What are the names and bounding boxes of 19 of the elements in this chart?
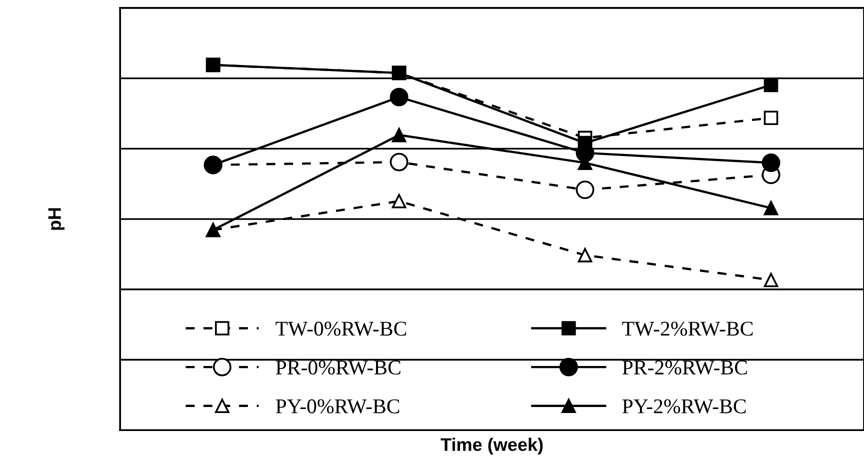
legend-label: PY-0%RW-BC: [276, 399, 400, 414]
legend-label: TW-0%RW-BC: [276, 322, 406, 336]
x-axis-title: Time (week): [440, 438, 543, 455]
point: [764, 78, 778, 92]
point: [764, 272, 778, 288]
legend-label: PR-2%RW-BC: [622, 360, 747, 375]
point: [764, 200, 778, 216]
point: [578, 248, 592, 262]
point: [762, 154, 780, 172]
point: [390, 152, 408, 172]
y-axis-title: pH: [48, 208, 65, 230]
point: [390, 88, 408, 106]
point: [392, 194, 406, 208]
point: [576, 180, 594, 200]
legend-label: PY-2%RW-BC: [622, 399, 746, 414]
legend-label: TW-2%RW-BC: [622, 322, 753, 336]
point: [392, 128, 406, 142]
point: [764, 110, 778, 126]
legend-label: PR-0%RW-BC: [276, 360, 400, 375]
